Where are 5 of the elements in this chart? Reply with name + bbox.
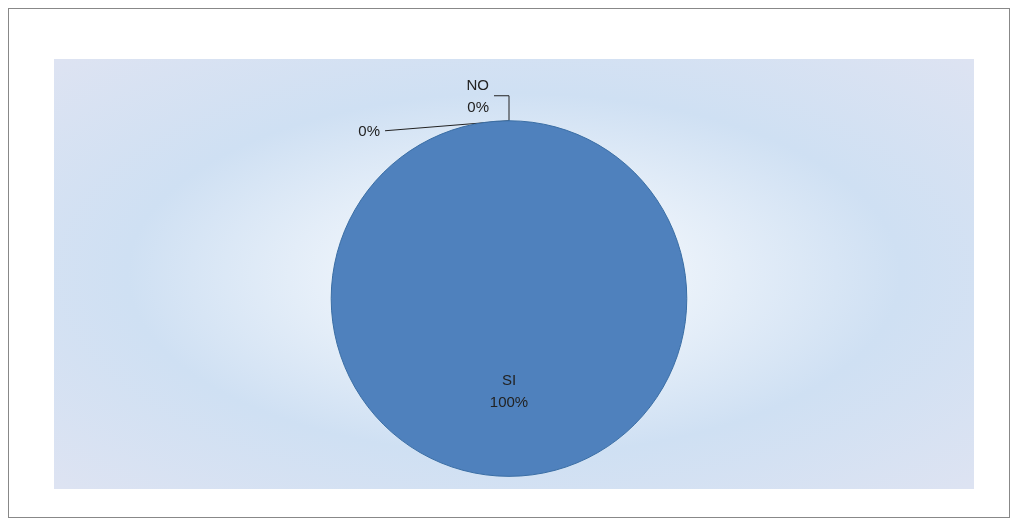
text: 0%: [358, 122, 381, 140]
data-label: 100%: [489, 392, 529, 410]
category-label: NO: [466, 76, 489, 94]
slice-label: SI: [501, 370, 517, 388]
text: 0%: [467, 98, 489, 116]
